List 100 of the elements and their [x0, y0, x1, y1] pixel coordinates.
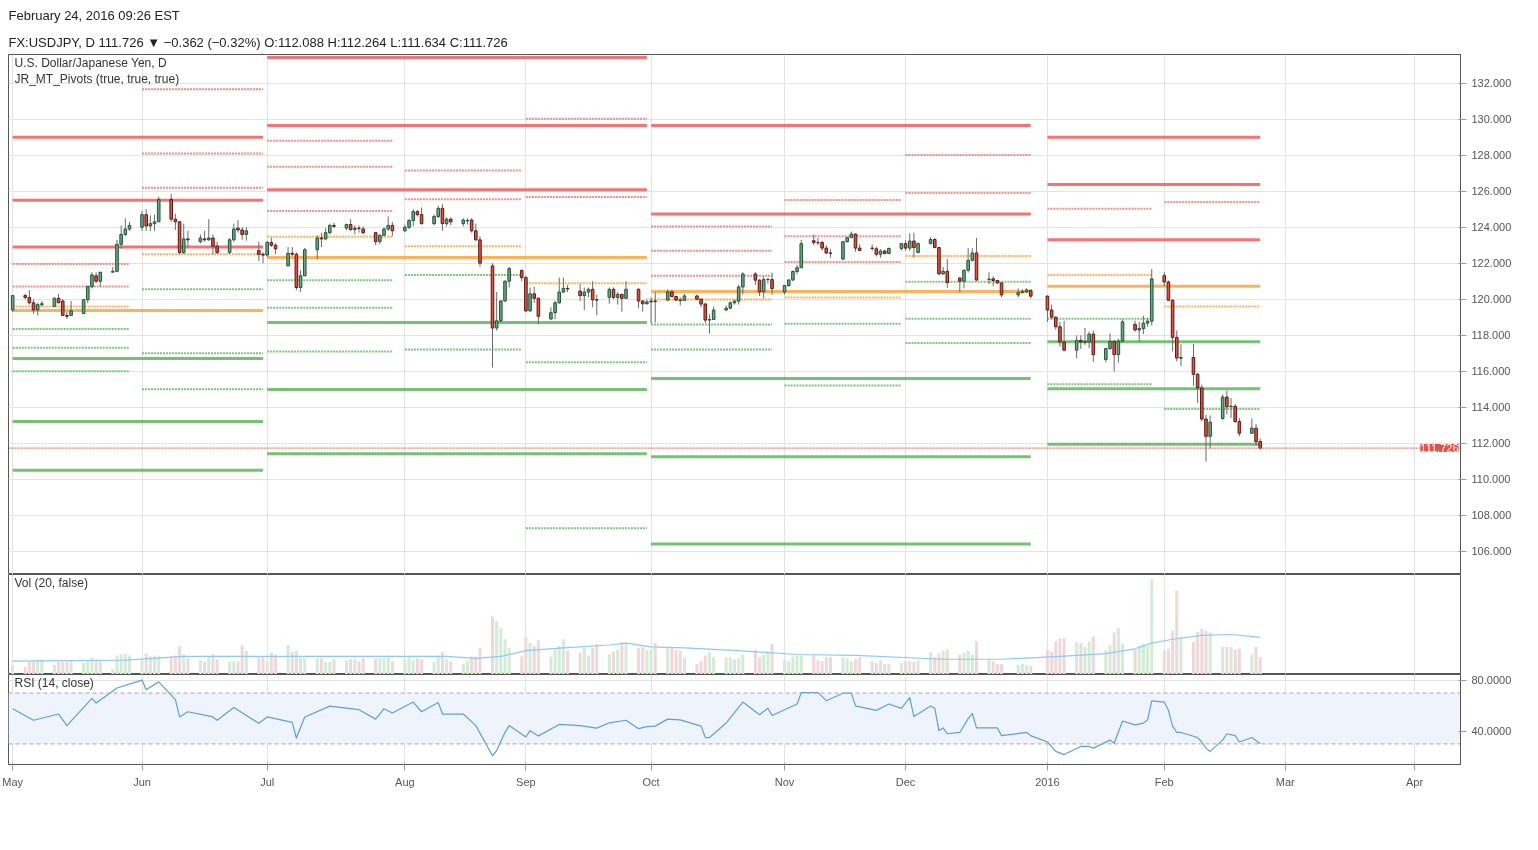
bar	[1233, 649, 1237, 674]
bar	[1025, 664, 1029, 674]
bar	[733, 659, 736, 674]
bar	[445, 659, 449, 674]
bar	[57, 662, 61, 674]
bar	[353, 659, 357, 674]
y-tick-label: 108.000	[1471, 509, 1512, 522]
bar	[153, 655, 157, 674]
bar	[390, 661, 394, 674]
bar	[119, 654, 123, 674]
candlestick	[357, 224, 361, 234]
bar	[115, 655, 119, 674]
bar	[536, 640, 540, 674]
bar	[591, 647, 595, 674]
bar	[883, 664, 887, 674]
bar	[1141, 644, 1145, 674]
bar	[1108, 644, 1112, 674]
x-tick-label: Feb	[1154, 775, 1174, 788]
y-tick-label: 112.000	[1471, 437, 1511, 450]
bar	[324, 662, 328, 674]
bar	[232, 661, 236, 674]
bar	[228, 661, 232, 674]
bar	[436, 655, 440, 674]
bar	[186, 658, 190, 674]
ref-line-label: 111.726	[1420, 442, 1459, 455]
y-tick-label: 118.000	[1471, 329, 1511, 342]
bar	[912, 662, 916, 674]
bar	[1116, 627, 1120, 674]
bar	[332, 659, 336, 674]
chart-title: RSI (14, close)	[14, 675, 94, 690]
chart-subtitle: U.S. Dollar/Japanese Yen, D	[14, 55, 167, 70]
bar	[682, 657, 686, 674]
x-tick-label: Apr	[1406, 775, 1424, 788]
bar	[299, 658, 303, 674]
bar	[207, 656, 211, 674]
candlestick	[853, 233, 858, 253]
candlestick	[144, 208, 148, 232]
candlestick	[494, 291, 499, 332]
candlestick	[528, 287, 532, 313]
x-tick-label: Dec	[895, 775, 916, 788]
y-tick-label: 40.0000	[1471, 725, 1512, 738]
bar	[328, 662, 332, 674]
candlestick	[1083, 327, 1087, 346]
bar	[265, 661, 269, 674]
bar	[69, 661, 73, 674]
bar	[465, 661, 469, 674]
x-tick-label: Nov	[774, 775, 795, 788]
candlestick	[1220, 393, 1225, 421]
candlestick	[332, 222, 336, 229]
bar	[123, 653, 127, 674]
bar	[495, 621, 499, 674]
bar	[1000, 664, 1004, 674]
bar	[415, 658, 419, 674]
bar	[169, 656, 173, 674]
bar	[449, 661, 453, 674]
candlestick	[140, 210, 144, 232]
candlestick	[770, 272, 774, 296]
candlestick	[1225, 390, 1229, 415]
bar	[211, 654, 215, 674]
bar	[86, 661, 90, 674]
bar	[144, 653, 148, 674]
annotation: JR_MT_Pivots (true, true, true)	[14, 71, 180, 86]
bar	[344, 660, 348, 674]
bar	[879, 660, 883, 674]
bar	[549, 656, 553, 674]
candlestick	[1208, 414, 1212, 450]
bar	[624, 643, 628, 674]
line-series	[12, 679, 1261, 757]
bar	[269, 652, 273, 674]
bar	[929, 652, 933, 674]
bar	[52, 664, 56, 674]
bar	[678, 650, 682, 674]
bar	[991, 661, 995, 674]
bar	[637, 647, 641, 674]
bar	[361, 658, 365, 674]
candlestick	[941, 266, 945, 276]
bar	[378, 658, 382, 674]
bar	[566, 650, 570, 674]
bar	[1137, 645, 1141, 674]
y-tick-label: 122.000	[1471, 257, 1512, 270]
bar	[553, 649, 557, 674]
candlestick	[1229, 397, 1233, 419]
bar	[1204, 630, 1208, 674]
bar	[1054, 641, 1058, 674]
candlestick	[1137, 321, 1142, 342]
candlestick	[1062, 320, 1066, 352]
bar	[1091, 636, 1095, 674]
bar	[1083, 646, 1087, 674]
bar	[887, 664, 891, 674]
bar	[1254, 646, 1258, 674]
candlestick	[1250, 417, 1254, 435]
y-tick-label: 116.000	[1471, 365, 1511, 378]
bar	[349, 659, 353, 674]
bar	[215, 659, 219, 674]
bar	[290, 651, 294, 674]
candlestick	[1058, 321, 1062, 348]
bar	[899, 663, 903, 674]
candlestick	[181, 223, 186, 255]
bar	[1079, 643, 1083, 674]
x-tick-label: Jun	[133, 775, 151, 788]
